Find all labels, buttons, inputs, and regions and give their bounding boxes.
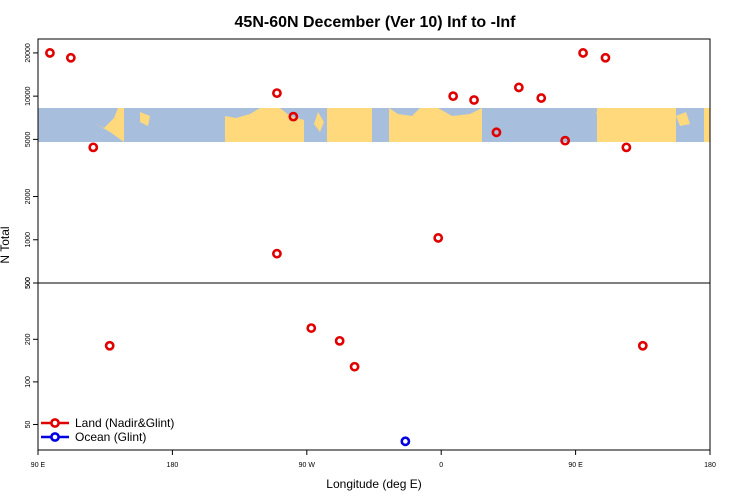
land-point — [433, 233, 444, 243]
y-tick-label: 10000 — [25, 86, 32, 106]
map-land-patch — [676, 112, 690, 126]
land-point — [621, 142, 632, 153]
x-tick-label: 90 E — [568, 462, 583, 469]
x-tick-label: 180 — [704, 462, 716, 469]
map-ocean-patch — [96, 124, 124, 142]
map-land-patch — [314, 112, 324, 132]
y-tick-label: 200 — [25, 333, 32, 345]
land-point — [65, 52, 76, 63]
land-point — [104, 340, 115, 351]
legend-label: Land (Nadir&Glint) — [75, 416, 174, 430]
land-point — [272, 88, 282, 99]
land-point — [45, 48, 55, 58]
x-tick-label: 0 — [439, 462, 443, 469]
land-point — [334, 335, 345, 346]
y-tick-label: 2000 — [25, 189, 32, 205]
lower-y-axis: 50 100 200 500 — [25, 277, 38, 428]
data-points — [45, 48, 648, 447]
map-ocean-patch — [389, 108, 420, 116]
map-ocean-patch — [225, 108, 260, 118]
land-point — [513, 82, 524, 93]
land-point — [288, 111, 299, 122]
ocean-point — [400, 436, 411, 447]
upper-y-axis: 500 1000 2000 5000 10000 20000 — [25, 43, 38, 289]
legend-marker — [50, 432, 60, 442]
map-ocean-patch — [438, 108, 482, 116]
land-point — [560, 135, 571, 146]
y-tick-label: 500 — [25, 277, 32, 289]
map-ocean — [38, 108, 96, 142]
y-tick-label: 100 — [25, 376, 32, 388]
land-point — [306, 323, 317, 333]
map-ocean-patch — [96, 108, 118, 128]
land-point — [349, 361, 360, 372]
map-strip — [38, 108, 710, 142]
land-point — [637, 340, 648, 351]
y-tick-label: 500 — [25, 277, 32, 289]
y-axis-label: N Total — [0, 226, 12, 263]
legend-marker — [50, 418, 60, 428]
land-point — [272, 248, 282, 259]
map-ocean — [482, 108, 597, 142]
plot-frame — [37, 38, 711, 451]
y-tick-label: 20000 — [25, 43, 32, 63]
land-point — [491, 127, 502, 138]
land-point — [469, 95, 479, 105]
land-point — [600, 52, 611, 63]
map-ocean — [372, 108, 389, 142]
x-axis: 90 E 180 90 W 0 90 E 180 — [31, 450, 716, 469]
chart-title: 45N-60N December (Ver 10) Inf to -Inf — [235, 14, 517, 31]
x-tick-label: 90 W — [299, 462, 316, 469]
map-land-patch — [140, 112, 150, 126]
y-tick-label: 50 — [25, 420, 32, 428]
x-tick-label: 180 — [167, 462, 179, 469]
land-point — [536, 93, 547, 103]
map-land-patch — [596, 112, 612, 126]
legend: Land (Nadir&Glint)Ocean (Glint) — [41, 416, 174, 444]
land-point — [88, 142, 99, 153]
legend-label: Ocean (Glint) — [75, 430, 146, 444]
y-tick-label: 5000 — [25, 131, 32, 147]
map-ocean — [124, 108, 225, 142]
x-tick-label: 90 E — [31, 462, 46, 469]
y-tick-label: 1000 — [25, 232, 32, 248]
land-point — [578, 48, 588, 58]
land-point — [448, 91, 459, 102]
x-axis-label: Longitude (deg E) — [326, 477, 421, 491]
map-land-patch — [338, 110, 356, 132]
